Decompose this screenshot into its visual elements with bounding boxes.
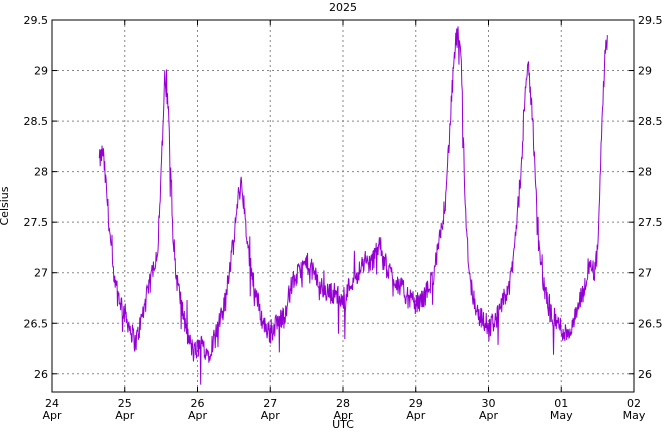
y-tick-label-left: 29.5 xyxy=(24,14,49,27)
x-tick-label-day: 28 xyxy=(336,397,350,410)
x-tick-label-day: 26 xyxy=(191,397,205,410)
chart-title: 2025 xyxy=(329,1,357,14)
x-tick-label-month: May xyxy=(623,409,646,422)
y-tick-label-right: 29 xyxy=(638,65,652,78)
x-tick-label-month: Apr xyxy=(333,409,353,422)
x-tick-label-day: 27 xyxy=(263,397,277,410)
y-tick-label-left: 26.5 xyxy=(24,317,49,330)
x-tick-label-month: May xyxy=(550,409,573,422)
series-layer xyxy=(98,26,608,385)
x-tick-label-month: Apr xyxy=(42,409,62,422)
x-tick-label-month: Apr xyxy=(261,409,281,422)
series-line xyxy=(98,26,608,385)
tick-layer: 26 26 26.5 26.5 27 27 27.5 27.5 28 28 28.5 28.5 29 29… xyxy=(24,14,663,422)
x-tick-label-day: 30 xyxy=(482,397,496,410)
y-tick-label-left: 27 xyxy=(34,267,48,280)
y-tick-label-right: 26.5 xyxy=(638,317,663,330)
y-tick-label-left: 27.5 xyxy=(24,216,49,229)
y-tick-label-left: 26 xyxy=(34,368,48,381)
y-tick-label-right: 26 xyxy=(638,368,652,381)
x-axis-label: UTC xyxy=(332,418,354,431)
x-tick-label-month: Apr xyxy=(115,409,135,422)
y-tick-label-left: 28 xyxy=(34,166,48,179)
x-tick-label-day: 02 xyxy=(627,397,641,410)
y-tick-label-right: 29.5 xyxy=(638,14,663,27)
y-tick-label-right: 28.5 xyxy=(638,115,663,128)
x-tick-label-day: 01 xyxy=(554,397,568,410)
x-tick-label-month: Apr xyxy=(479,409,499,422)
x-tick-label-day: 25 xyxy=(118,397,132,410)
y-tick-label-right: 27.5 xyxy=(638,216,663,229)
x-tick-label-month: Apr xyxy=(406,409,426,422)
y-tick-label-right: 27 xyxy=(638,267,652,280)
x-tick-label-month: Apr xyxy=(188,409,208,422)
y-tick-label-left: 28.5 xyxy=(24,115,49,128)
y-tick-label-left: 29 xyxy=(34,65,48,78)
x-tick-label-day: 24 xyxy=(45,397,59,410)
y-tick-label-right: 28 xyxy=(638,166,652,179)
y-axis-label: Celsius xyxy=(0,186,11,225)
x-tick-label-day: 29 xyxy=(409,397,423,410)
